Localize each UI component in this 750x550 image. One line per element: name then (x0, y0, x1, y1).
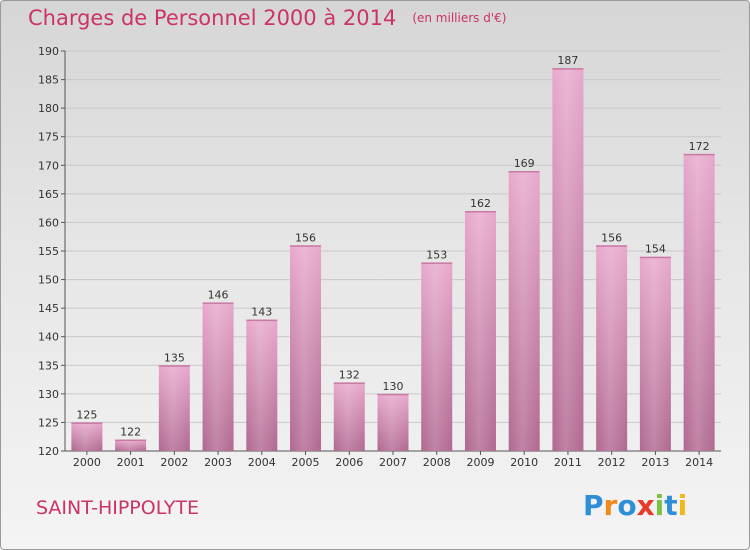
x-tick-label: 2003 (204, 456, 232, 469)
bar-cap (464, 211, 496, 213)
y-tick-label: 185 (38, 74, 59, 87)
value-label: 132 (339, 368, 360, 381)
x-tick-label: 2009 (466, 456, 494, 469)
value-label: 187 (557, 54, 578, 67)
y-tick-label: 165 (38, 188, 59, 201)
bar-shine (421, 262, 453, 451)
x-tick-label: 2008 (423, 456, 451, 469)
y-tick-label: 160 (38, 216, 59, 229)
bar-layer (71, 68, 715, 452)
logo-letter: t (664, 489, 678, 522)
x-tick-label: 2010 (510, 456, 538, 469)
y-tick-label: 140 (38, 331, 59, 344)
x-tick-label: 2012 (598, 456, 626, 469)
value-label: 169 (514, 157, 535, 170)
y-tick-label: 120 (38, 445, 59, 458)
bar-cap (158, 365, 190, 367)
x-tick-label: 2000 (73, 456, 101, 469)
bar-cap (115, 439, 147, 442)
logo-letter: P (583, 489, 604, 522)
bar-shine (377, 393, 409, 451)
value-label: 156 (601, 231, 622, 244)
y-tick-label: 150 (38, 274, 59, 287)
title-row: Charges de Personnel 2000 à 2014 (en mill… (28, 6, 506, 30)
bar-cap (246, 319, 278, 322)
x-tick-label: 2004 (248, 456, 276, 469)
logo-letter: r (603, 489, 618, 522)
place-name: SAINT-HIPPOLYTE (36, 497, 199, 519)
bar-shine (158, 365, 190, 451)
bar-shine (71, 422, 103, 451)
x-tick-label: 2001 (117, 456, 145, 469)
x-tick-label: 2011 (554, 456, 582, 469)
bar-cap (596, 245, 628, 247)
value-label: 125 (76, 408, 97, 421)
y-tick-label: 170 (38, 159, 59, 172)
bar-shine (596, 245, 628, 451)
bar-cap (421, 262, 453, 264)
chart-subtitle: (en milliers d'€) (412, 11, 507, 25)
y-tick-label: 130 (38, 388, 59, 401)
logo-letter: x (636, 489, 655, 522)
value-label: 135 (164, 351, 185, 364)
bar-shine (464, 211, 496, 451)
y-tick-label: 135 (38, 359, 59, 372)
bar-cap (290, 245, 322, 247)
logo-letter: i (654, 489, 665, 522)
bar-shine (290, 245, 322, 451)
y-tick-label: 175 (38, 131, 59, 144)
x-tick-label: 2007 (379, 456, 407, 469)
bar-shine (508, 171, 540, 451)
y-tick-label: 145 (38, 302, 59, 315)
bar-shine (552, 68, 584, 452)
y-tick-label: 155 (38, 245, 59, 258)
bar-cap (683, 153, 715, 156)
logo-letter: o (617, 489, 637, 522)
y-tick-label: 125 (38, 416, 59, 429)
x-tick-label: 2002 (160, 456, 188, 469)
x-tick-label: 2013 (641, 456, 669, 469)
value-label: 143 (251, 306, 272, 319)
value-label: 162 (470, 197, 491, 210)
label-layer: 125 122 135 146 143 156 132 130 153 162 169 187 156 1… (76, 54, 709, 438)
bar-shine (683, 153, 715, 451)
bar-shine (639, 256, 671, 451)
bar-shine (246, 319, 278, 451)
y-tick-label: 180 (38, 102, 59, 115)
value-label: 172 (689, 140, 710, 153)
chart-title: Charges de Personnel 2000 à 2014 (28, 6, 397, 30)
proxiti-logo: Proxiti (583, 489, 687, 522)
bar-cap (377, 393, 409, 396)
value-label: 156 (295, 231, 316, 244)
bar-cap (552, 68, 584, 70)
bar-shine (202, 302, 234, 451)
value-label: 130 (383, 380, 404, 393)
value-label: 122 (120, 426, 141, 439)
y-tick-label: 190 (38, 45, 59, 58)
x-tick-label: 2005 (292, 456, 320, 469)
bar-cap (202, 302, 234, 304)
bar-cap (333, 382, 365, 384)
bar-shine (333, 382, 365, 451)
bar-cap (639, 256, 671, 259)
bar-cap (508, 171, 540, 173)
bar-cap (71, 422, 103, 424)
logo-letter: i (677, 489, 688, 522)
x-tick-label: 2006 (335, 456, 363, 469)
value-label: 154 (645, 243, 666, 256)
x-tick-label: 2014 (685, 456, 713, 469)
bar-shine (115, 439, 147, 451)
value-label: 146 (208, 288, 229, 301)
value-label: 153 (426, 248, 447, 261)
